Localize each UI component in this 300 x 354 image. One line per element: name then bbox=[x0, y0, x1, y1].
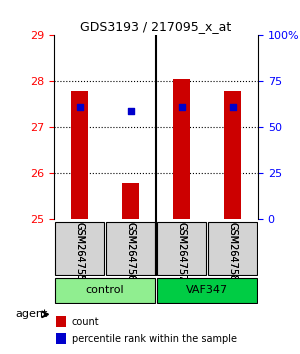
Text: GSM264758: GSM264758 bbox=[227, 222, 238, 281]
FancyBboxPatch shape bbox=[157, 222, 206, 275]
Text: GSM264758: GSM264758 bbox=[227, 222, 238, 281]
FancyBboxPatch shape bbox=[55, 222, 104, 275]
Point bbox=[77, 104, 82, 110]
Text: GSM264756: GSM264756 bbox=[125, 222, 136, 281]
FancyBboxPatch shape bbox=[106, 222, 155, 275]
Text: agent: agent bbox=[15, 309, 47, 319]
Text: percentile rank within the sample: percentile rank within the sample bbox=[72, 334, 237, 344]
Point bbox=[128, 108, 133, 114]
Bar bbox=[56, 316, 66, 327]
Text: GSM264757: GSM264757 bbox=[176, 222, 187, 282]
Point bbox=[179, 104, 184, 110]
Text: control: control bbox=[86, 285, 124, 295]
Bar bbox=[70, 91, 88, 219]
Text: GSM264755: GSM264755 bbox=[74, 222, 85, 282]
FancyBboxPatch shape bbox=[208, 222, 257, 275]
Bar bbox=[122, 183, 140, 219]
Text: GSM264756: GSM264756 bbox=[125, 222, 136, 281]
Text: VAF347: VAF347 bbox=[186, 285, 228, 295]
Bar bbox=[56, 333, 66, 344]
Text: GSM264755: GSM264755 bbox=[74, 222, 85, 282]
Point bbox=[230, 104, 235, 110]
Text: GSM264757: GSM264757 bbox=[176, 222, 187, 282]
FancyBboxPatch shape bbox=[55, 278, 155, 303]
Text: count: count bbox=[72, 317, 99, 327]
Title: GDS3193 / 217095_x_at: GDS3193 / 217095_x_at bbox=[80, 20, 232, 33]
Bar bbox=[172, 79, 190, 219]
FancyBboxPatch shape bbox=[157, 278, 257, 303]
Bar bbox=[224, 91, 242, 219]
